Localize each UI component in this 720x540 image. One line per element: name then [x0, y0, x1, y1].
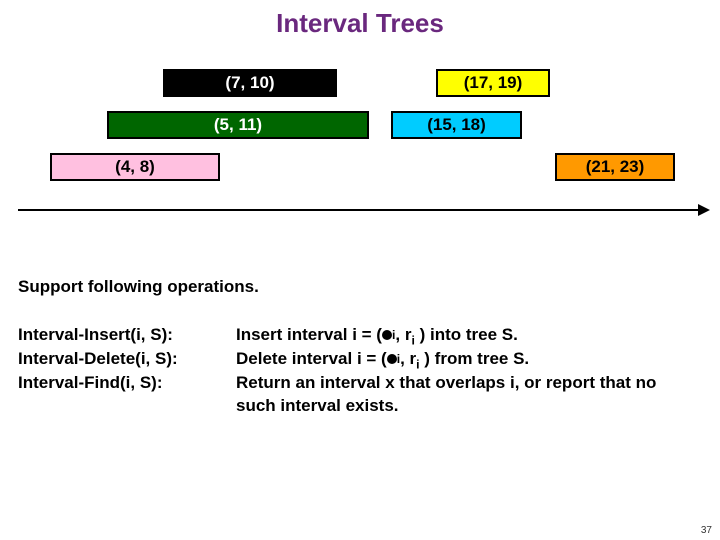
ell-dot-icon: [387, 354, 397, 364]
operation-description: Return an interval x that overlaps i, or…: [236, 371, 676, 419]
ell-dot-icon: [382, 330, 392, 340]
operations-list: Interval-Insert(i, S):Insert interval i …: [18, 323, 720, 418]
operation-row: Interval-Insert(i, S):Insert interval i …: [18, 323, 720, 347]
operation-row: Interval-Delete(i, S):Delete interval i …: [18, 347, 720, 371]
operation-description: Delete interval i = (i, ri ) from tree S…: [236, 347, 676, 371]
interval-i-17-19: (17, 19): [436, 69, 550, 97]
operation-row: Interval-Find(i, S):Return an interval x…: [18, 371, 720, 419]
operation-description: Insert interval i = (i, ri ) into tree S…: [236, 323, 676, 347]
interval-i-4-8: (4, 8): [50, 153, 220, 181]
operation-name: Interval-Insert(i, S):: [18, 323, 236, 347]
operation-name: Interval-Delete(i, S):: [18, 347, 236, 371]
interval-i-15-18: (15, 18): [391, 111, 522, 139]
interval-i-7-10: (7, 10): [163, 69, 337, 97]
interval-diagram: (7, 10) (17, 19) (5, 11) (15, 18) (4, 8) (21,…: [0, 69, 720, 239]
slide-title: Interval Trees: [0, 0, 720, 39]
page-number: 37: [701, 525, 712, 536]
number-line-axis: [18, 209, 708, 211]
interval-i-21-23: (21, 23): [555, 153, 675, 181]
interval-i-5-11: (5, 11): [107, 111, 369, 139]
support-heading: Support following operations.: [18, 277, 720, 297]
operation-name: Interval-Find(i, S):: [18, 371, 236, 419]
